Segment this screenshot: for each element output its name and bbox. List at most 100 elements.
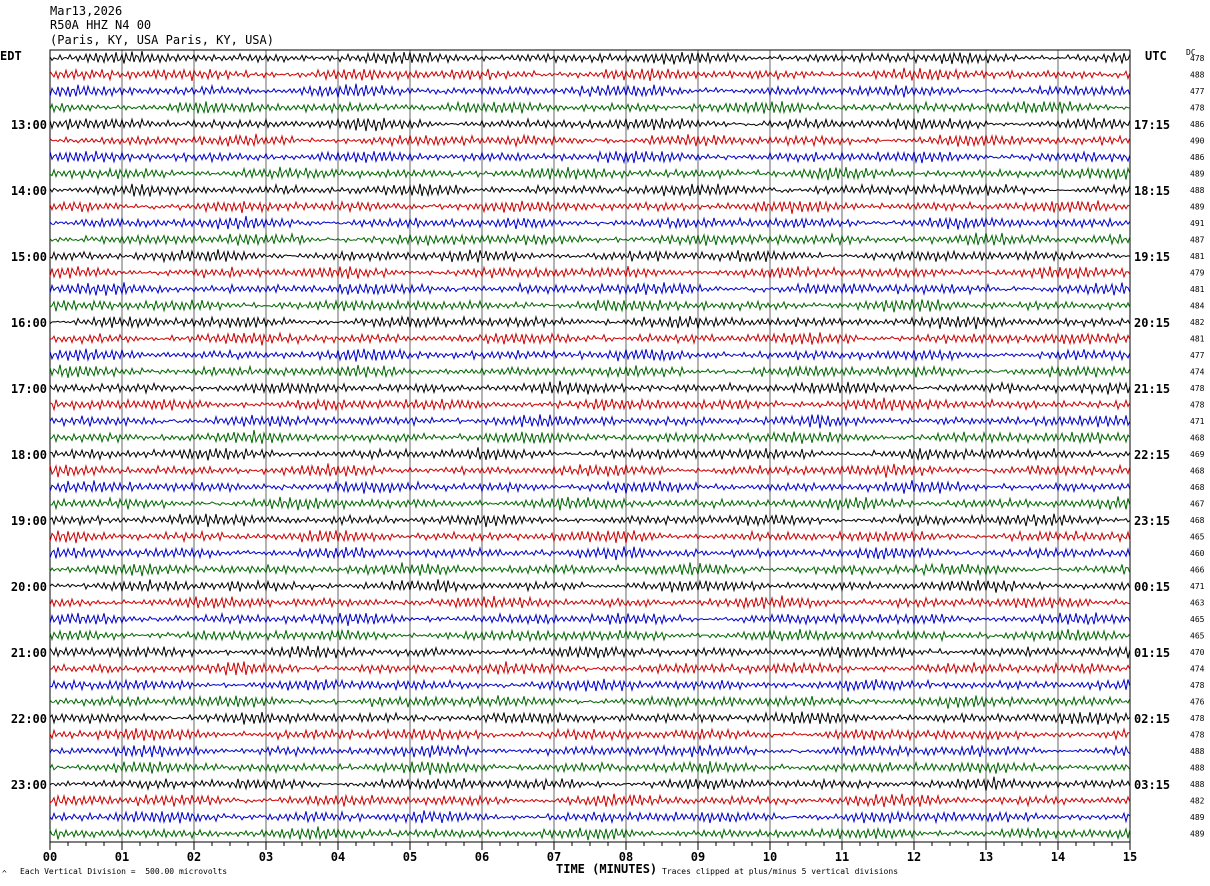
x-tick-label: 04 xyxy=(331,850,345,864)
dc-value: 489 xyxy=(1190,170,1205,179)
dc-value: 470 xyxy=(1190,648,1205,657)
trace-row xyxy=(49,744,1131,758)
dc-column-label: DC xyxy=(1186,48,1196,57)
left-hour-label: 22:00 xyxy=(11,712,47,726)
vertical-division-scale: Each Vertical Division = 500.00 microvol… xyxy=(20,867,228,876)
trace-row xyxy=(49,265,1131,280)
right-hour-label: 21:15 xyxy=(1134,382,1170,396)
dc-value: 487 xyxy=(1190,236,1205,245)
trace-row xyxy=(49,496,1131,511)
trace-row xyxy=(49,529,1131,544)
trace-row xyxy=(49,380,1131,396)
dc-value: 490 xyxy=(1190,137,1205,146)
trace-row xyxy=(49,281,1131,296)
dc-value: 481 xyxy=(1190,285,1205,294)
trace-row xyxy=(49,397,1131,412)
trace-row xyxy=(49,710,1131,725)
dc-value: 478 xyxy=(1190,731,1205,740)
dc-value: 474 xyxy=(1190,368,1205,377)
dc-value: 463 xyxy=(1190,599,1205,608)
trace-row xyxy=(49,727,1131,742)
dc-value: 488 xyxy=(1190,764,1205,773)
dc-value: 468 xyxy=(1190,516,1205,525)
trace-row xyxy=(49,826,1131,841)
left-timezone-label: EDT xyxy=(0,49,22,63)
dc-value: 476 xyxy=(1190,698,1205,707)
x-tick-label: 10 xyxy=(763,850,777,864)
trace-row xyxy=(49,116,1131,132)
dc-value: 474 xyxy=(1190,665,1205,674)
trace-row xyxy=(49,595,1131,610)
x-tick-label: 05 xyxy=(403,850,417,864)
left-hour-label: 21:00 xyxy=(11,646,47,660)
dc-value: 478 xyxy=(1190,54,1205,63)
trace-row xyxy=(49,215,1131,230)
x-tick-label: 06 xyxy=(475,850,489,864)
dc-value: 471 xyxy=(1190,582,1205,591)
dc-value: 488 xyxy=(1190,747,1205,756)
dc-value: 489 xyxy=(1190,203,1205,212)
trace-row xyxy=(49,678,1131,693)
x-tick-label: 08 xyxy=(619,850,633,864)
trace-row xyxy=(49,182,1131,198)
trace-row xyxy=(49,51,1131,65)
trace-row xyxy=(49,793,1131,808)
right-hour-label: 18:15 xyxy=(1134,184,1170,198)
trace-row xyxy=(49,331,1131,346)
dc-value: 481 xyxy=(1190,335,1205,344)
dc-value: 465 xyxy=(1190,632,1205,641)
dc-value: 465 xyxy=(1190,533,1205,542)
left-hour-label: 20:00 xyxy=(11,580,47,594)
dc-value: 479 xyxy=(1190,269,1205,278)
trace-row xyxy=(49,760,1131,776)
trace-row xyxy=(49,809,1131,825)
footer-mark: ^ xyxy=(2,869,7,878)
x-tick-label: 09 xyxy=(691,850,705,864)
dc-value: 489 xyxy=(1190,830,1205,839)
x-tick-label: 12 xyxy=(907,850,921,864)
trace-row xyxy=(49,83,1131,99)
dc-value: 478 xyxy=(1190,714,1205,723)
right-hour-label: 02:15 xyxy=(1134,712,1170,726)
right-hour-label: 23:15 xyxy=(1134,514,1170,528)
trace-row xyxy=(49,546,1131,561)
dc-value: 465 xyxy=(1190,615,1205,624)
trace-row xyxy=(49,199,1131,214)
trace-row xyxy=(49,611,1131,626)
trace-row xyxy=(49,562,1131,577)
trace-row xyxy=(49,232,1131,247)
left-hour-label: 16:00 xyxy=(11,316,47,330)
trace-row xyxy=(49,133,1131,149)
dc-value: 478 xyxy=(1190,384,1205,393)
left-hour-label: 17:00 xyxy=(11,382,47,396)
right-hour-label: 00:15 xyxy=(1134,580,1170,594)
dc-value: 482 xyxy=(1190,318,1205,327)
right-hour-label: 17:15 xyxy=(1134,118,1170,132)
dc-value: 489 xyxy=(1190,813,1205,822)
dc-value: 484 xyxy=(1190,302,1205,311)
dc-value: 467 xyxy=(1190,500,1205,509)
x-axis-title: TIME (MINUTES) xyxy=(556,862,658,876)
trace-row xyxy=(49,429,1131,445)
dc-value: 468 xyxy=(1190,483,1205,492)
trace-row xyxy=(49,67,1131,82)
trace-row xyxy=(49,628,1131,643)
x-tick-label: 00 xyxy=(43,850,57,864)
trace-row xyxy=(49,100,1131,115)
trace-row xyxy=(49,645,1131,659)
dc-value: 477 xyxy=(1190,351,1205,360)
dc-value: 478 xyxy=(1190,681,1205,690)
x-tick-label: 15 xyxy=(1123,850,1137,864)
x-tick-label: 13 xyxy=(979,850,993,864)
right-timezone-label: UTC xyxy=(1145,49,1167,63)
trace-row xyxy=(49,298,1131,313)
clip-note: Traces clipped at plus/minus 5 vertical … xyxy=(662,867,899,876)
dc-value: 488 xyxy=(1190,780,1205,789)
left-hour-label: 14:00 xyxy=(11,184,47,198)
trace-row xyxy=(49,347,1131,363)
right-hour-label: 01:15 xyxy=(1134,646,1170,660)
dc-value: 468 xyxy=(1190,434,1205,443)
dc-value: 466 xyxy=(1190,566,1205,575)
trace-row xyxy=(49,776,1131,792)
